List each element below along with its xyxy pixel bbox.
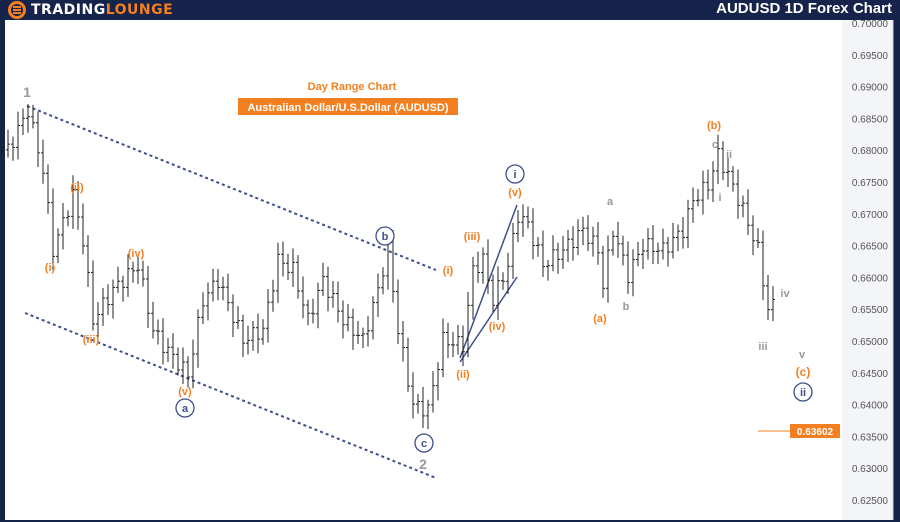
header-bar: TRADINGLOUNGE AUDUSD 1D Forex Chart [0, 0, 900, 20]
wave-label-circle [375, 226, 395, 246]
wave-label: i [718, 192, 721, 204]
wave-label: iii [758, 341, 767, 353]
wave-label: (ii) [70, 182, 84, 194]
y-tick-label: 0.69000 [852, 83, 889, 94]
wave-label: 1 [23, 84, 31, 100]
y-tick-label: 0.68500 [852, 114, 889, 125]
wave-label-circle [414, 433, 434, 453]
y-tick-label: 0.66000 [852, 273, 889, 284]
y-tick-label: 0.70000 [852, 19, 889, 30]
wave-label: (ii) [456, 369, 470, 381]
wave-label: a [182, 403, 189, 415]
wave-label-circle [505, 164, 525, 184]
wave-label: c [421, 438, 427, 450]
wave-label: a [607, 196, 614, 208]
instrument-label-bg [238, 98, 458, 115]
current-price-tag [790, 424, 840, 438]
chart-title: AUDUSD 1D Forex Chart [716, 0, 892, 17]
wave-label: (a) [593, 313, 607, 325]
wave-label: ii [800, 387, 806, 399]
y-tick-label: 0.65500 [852, 305, 889, 316]
price-axis [842, 20, 893, 520]
wave-label: (v) [508, 187, 522, 199]
wave-label: (iii) [83, 334, 100, 346]
wave-label: iv [780, 288, 790, 300]
chart-subtitle-day-range: Day Range Chart [308, 81, 397, 93]
tradinglounge-logo: TRADINGLOUNGE [8, 1, 173, 19]
wave-label: v [799, 349, 806, 361]
wave-label: (b) [707, 120, 721, 132]
y-tick-label: 0.67000 [852, 210, 889, 221]
wave-label-circle [175, 398, 195, 418]
wave-label: (iv) [128, 248, 145, 260]
y-tick-label: 0.63000 [852, 464, 889, 475]
wave-label: ii [726, 149, 732, 161]
wave-label: (i) [45, 262, 56, 274]
y-tick-label: 0.66500 [852, 242, 889, 253]
wave-label: 2 [419, 456, 427, 472]
wave-label: b [623, 301, 630, 313]
wave-label: i [513, 169, 516, 181]
wave-label: (i) [443, 265, 454, 277]
wave-label: (c) [796, 365, 811, 379]
logo-text-a: TRADING [31, 2, 106, 18]
y-tick-label: 0.68000 [852, 146, 889, 157]
y-tick-label: 0.62500 [852, 496, 889, 507]
logo-icon [8, 1, 26, 19]
y-tick-label: 0.65000 [852, 337, 889, 348]
wave-label: c [712, 139, 718, 151]
channel-upper-line [26, 105, 437, 271]
y-tick-label: 0.67500 [852, 178, 889, 189]
y-tick-label: 0.63500 [852, 432, 889, 443]
wave-label: (iii) [464, 231, 481, 243]
channel-lower-line [24, 312, 437, 479]
instrument-label: Australian Dollar/U.S.Dollar (AUDUSD) [247, 102, 448, 114]
current-price-label: 0.63602 [797, 427, 834, 438]
logo-text-b: LOUNGE [105, 2, 174, 18]
y-tick-label: 0.69500 [852, 51, 889, 62]
wave-label-circle [793, 382, 813, 402]
y-tick-label: 0.64500 [852, 369, 889, 380]
wave-label: (iv) [489, 321, 506, 333]
wave-label: (v) [178, 386, 192, 398]
y-tick-label: 0.64000 [852, 401, 889, 412]
wave-label: b [382, 231, 389, 243]
